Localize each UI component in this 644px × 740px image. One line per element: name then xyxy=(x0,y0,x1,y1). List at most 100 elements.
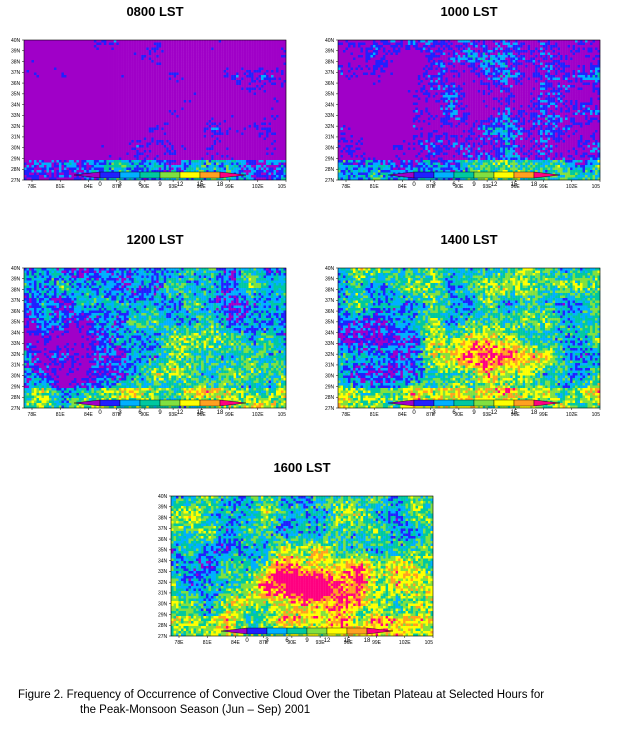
colorbar-segment xyxy=(433,171,455,179)
lon-label: 87E xyxy=(426,412,436,418)
colorbar-tick-label: 9 xyxy=(158,410,162,416)
lon-label: 87E xyxy=(112,184,122,190)
lat-label: 38N xyxy=(158,515,168,521)
lat-label: 31N xyxy=(11,363,21,369)
colorbar: 0 3 6 9 12 15 18 xyxy=(386,398,562,420)
lon-label: 78E xyxy=(342,412,352,418)
lat-label: 37N xyxy=(325,70,335,76)
lat-label: 37N xyxy=(158,526,168,532)
lat-label: 28N xyxy=(11,395,21,401)
colorbar-tick-label: 9 xyxy=(305,638,309,644)
lat-label: 34N xyxy=(325,330,335,336)
colorbar-tick-label: 3 xyxy=(118,182,122,188)
lat-label: 31N xyxy=(158,591,168,597)
colorbar-segment xyxy=(473,399,495,407)
colorbar-segment xyxy=(413,399,435,407)
colorbar-segment xyxy=(266,627,288,635)
colorbar: 0 3 6 9 12 15 18 xyxy=(219,626,395,648)
lon-label: 105 xyxy=(592,184,601,190)
lon-label: 105 xyxy=(278,412,287,418)
lat-label: 40N xyxy=(325,266,335,272)
map-cells xyxy=(24,268,287,409)
lon-label: 78E xyxy=(342,184,352,190)
colorbar-tick-label: 6 xyxy=(285,638,289,644)
lon-label: 93E xyxy=(169,412,179,418)
lat-label: 39N xyxy=(325,277,335,283)
lat-label: 34N xyxy=(11,102,21,108)
map-cells xyxy=(24,40,287,181)
lat-label: 33N xyxy=(325,341,335,347)
lon-label: 81E xyxy=(56,184,66,190)
lat-label: 36N xyxy=(158,537,168,543)
lon-label: 81E xyxy=(56,412,66,418)
lon-label: 105 xyxy=(278,184,287,190)
colorbar-tick-label: 6 xyxy=(452,410,456,416)
lat-label: 29N xyxy=(158,612,168,618)
lon-label: 87E xyxy=(426,184,436,190)
lon-label: 102E xyxy=(566,412,578,418)
lat-label: 27N xyxy=(11,406,21,412)
lon-label: 102E xyxy=(399,640,411,646)
lat-label: 37N xyxy=(11,70,21,76)
lat-label: 31N xyxy=(325,135,335,141)
colorbar-tick-label: 9 xyxy=(472,182,476,188)
lat-label: 32N xyxy=(158,580,168,586)
lat-label: 33N xyxy=(325,113,335,119)
lat-label: 28N xyxy=(325,395,335,401)
colorbar-tick-label: 18 xyxy=(531,182,538,188)
lon-label: 96E xyxy=(344,640,354,646)
lon-label: 90E xyxy=(140,184,150,190)
lat-label: 36N xyxy=(325,309,335,315)
colorbar-tick-label: 9 xyxy=(472,410,476,416)
colorbar-segment xyxy=(513,171,535,179)
map-cells xyxy=(171,496,434,637)
lon-label: 102E xyxy=(252,184,264,190)
colorbar-segment xyxy=(433,399,455,407)
lat-label: 35N xyxy=(11,92,21,98)
lon-label: 99E xyxy=(225,184,235,190)
lat-label: 38N xyxy=(11,287,21,293)
colorbar-tick-label: 12 xyxy=(177,182,184,188)
colorbar-tick-label: 12 xyxy=(491,182,498,188)
lat-label: 30N xyxy=(11,145,21,151)
lon-label: 96E xyxy=(511,412,521,418)
map-cells xyxy=(338,268,601,409)
lon-label: 93E xyxy=(483,184,493,190)
lat-label: 34N xyxy=(158,558,168,564)
map-cells xyxy=(338,40,601,181)
colorbar-tick-label: 6 xyxy=(452,182,456,188)
lat-label: 35N xyxy=(325,92,335,98)
colorbar-segment xyxy=(159,399,181,407)
colorbar-segment xyxy=(220,627,248,635)
lat-label: 28N xyxy=(11,167,21,173)
panel-0800: 0800 LST 40N 39N 38N 37N 36N 35N 34N 33N 32N 31N 3… xyxy=(10,4,300,224)
colorbar-tick-label: 18 xyxy=(217,182,224,188)
colorbar-tick-label: 12 xyxy=(324,638,331,644)
colorbar-tick-label: 6 xyxy=(138,182,142,188)
colorbar-tick-label: 3 xyxy=(432,182,436,188)
colorbar-tick-label: 15 xyxy=(511,410,518,416)
colorbar-segment xyxy=(387,399,415,407)
colorbar-tick-label: 15 xyxy=(511,182,518,188)
lat-label: 29N xyxy=(325,156,335,162)
lat-label: 40N xyxy=(11,38,21,44)
lat-label: 36N xyxy=(325,81,335,87)
lat-label: 34N xyxy=(325,102,335,108)
panel-1600: 1600 LST 40N 39N 38N 37N 36N 35N 34N 33N 32N 31N 3… xyxy=(157,460,447,680)
colorbar-segment xyxy=(453,171,475,179)
lon-label: 96E xyxy=(511,184,521,190)
lat-label: 32N xyxy=(325,124,335,130)
lat-label: 40N xyxy=(11,266,21,272)
lat-label: 33N xyxy=(11,113,21,119)
colorbar-tick-label: 18 xyxy=(531,410,538,416)
colorbar: 0 3 6 9 12 15 18 xyxy=(72,170,248,192)
lat-label: 27N xyxy=(158,634,168,640)
lat-label: 30N xyxy=(325,145,335,151)
colorbar-segment xyxy=(119,399,141,407)
lat-label: 27N xyxy=(325,406,335,412)
map-frame xyxy=(337,39,601,181)
colorbar-segment xyxy=(513,399,535,407)
lon-label: 90E xyxy=(454,412,464,418)
lat-label: 30N xyxy=(325,373,335,379)
lat-label: 37N xyxy=(325,298,335,304)
